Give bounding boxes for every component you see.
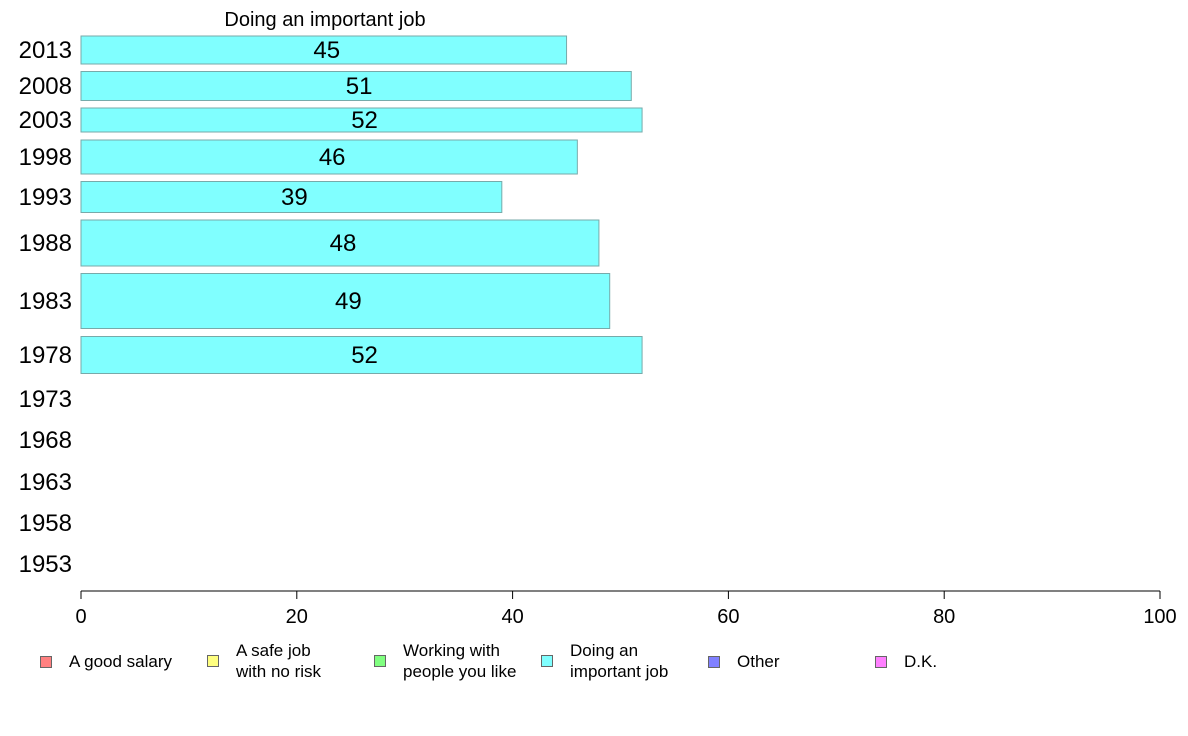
x-tick-label: 20 (286, 606, 308, 628)
legend-item-important-job: Doing an important job (541, 640, 668, 682)
y-tick-label: 1998 (19, 144, 72, 171)
x-tick-label: 0 (75, 606, 86, 628)
x-axis: 0 20 40 60 80 100 (75, 590, 1177, 628)
y-tick-label: 1968 (19, 427, 72, 454)
bar-2003 (80, 107, 643, 133)
bar-1993 (80, 181, 503, 213)
bar-value-label: 52 (351, 342, 378, 369)
legend-item-dk: D.K. (875, 651, 937, 672)
legend-swatch (374, 655, 386, 667)
legend-label: Doing an important job (570, 641, 669, 681)
bar-chart: Doing an important job 4551524639484952 … (19, 9, 1177, 628)
legend-swatch (207, 655, 219, 667)
chart-title: Doing an important job (224, 9, 425, 31)
bar-value-label: 45 (313, 37, 340, 64)
y-axis-labels: 2013 2008 2003 1998 1993 1988 1983 1978 1973 1968… (19, 37, 72, 578)
legend-label: D.K. (904, 652, 938, 671)
bar-2013 (80, 35, 568, 65)
y-tick-label: 1983 (19, 288, 72, 315)
y-tick-label: 1993 (19, 184, 72, 211)
bar-1978 (80, 336, 643, 374)
legend-item-good-salary: A good salary (40, 651, 172, 672)
y-tick-label: 2003 (19, 107, 72, 134)
legend-item-safe-job: A safe job with no risk (207, 640, 321, 682)
bar-value-label: 51 (346, 73, 373, 100)
bar-value-label: 48 (330, 230, 357, 257)
y-tick-label: 2013 (19, 37, 72, 64)
x-tick-label: 40 (501, 606, 523, 628)
x-tick-label: 60 (717, 606, 739, 628)
bar-value-label: 49 (335, 288, 362, 315)
bar-1983 (80, 273, 611, 329)
legend-swatch (541, 655, 553, 667)
legend-swatch (875, 655, 887, 668)
bar-2008 (80, 71, 632, 101)
bar-1998 (80, 139, 578, 175)
legend-item-other: Other (708, 651, 780, 672)
legend-label: A good salary (69, 652, 173, 671)
bar-value-label: 52 (351, 107, 378, 134)
legend-item-working-with-people: Working with people you like (374, 640, 516, 682)
y-tick-label: 1963 (19, 469, 72, 496)
y-tick-label: 1988 (19, 230, 72, 257)
legend-label: A safe job with no risk (236, 641, 322, 681)
x-tick-label: 80 (933, 606, 955, 628)
legend-swatch (40, 655, 52, 668)
legend-swatch (708, 655, 720, 668)
y-tick-label: 1978 (19, 342, 72, 369)
y-tick-label: 1953 (19, 551, 72, 578)
y-tick-label: 2008 (19, 73, 72, 100)
legend: A good salary A safe job with no risk Wo… (0, 640, 1188, 690)
x-tick-label: 100 (1143, 606, 1176, 628)
y-tick-label: 1958 (19, 510, 72, 537)
bar-value-label: 46 (319, 144, 346, 171)
bar-value-label: 39 (281, 184, 308, 211)
y-tick-label: 1973 (19, 386, 72, 413)
legend-label: Working with people you like (403, 641, 517, 681)
legend-label: Other (737, 652, 780, 671)
bar-1988 (80, 219, 600, 267)
